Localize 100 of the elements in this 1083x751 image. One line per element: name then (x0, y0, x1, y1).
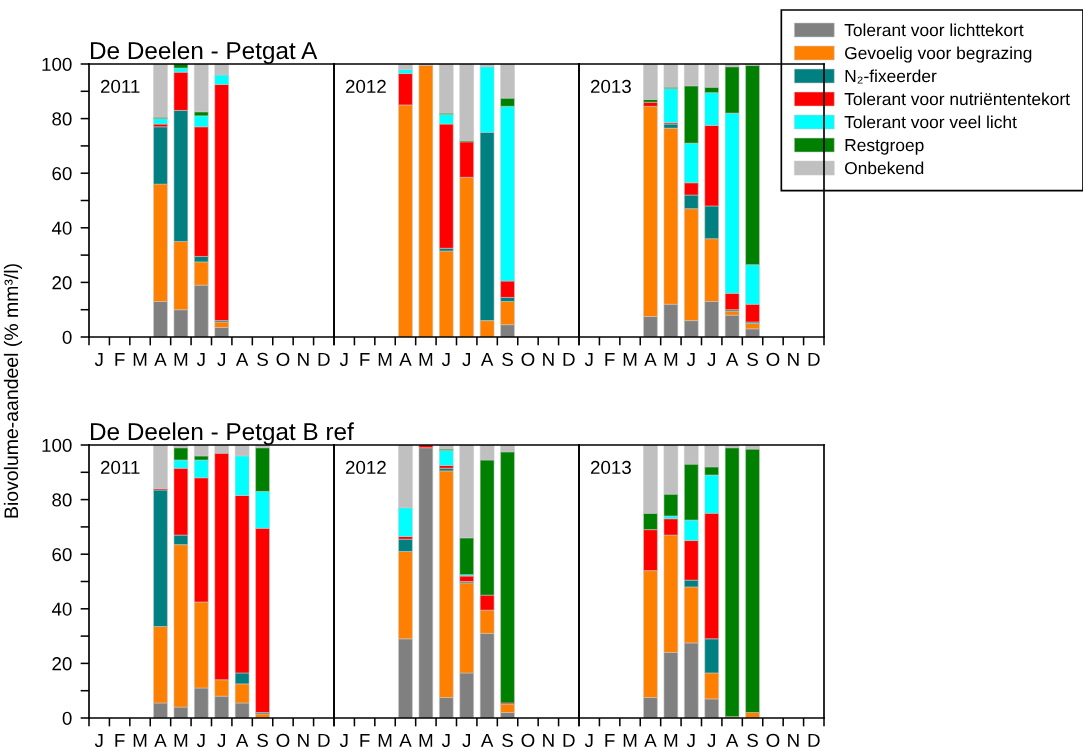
x-tick-label: F (360, 352, 370, 366)
y-tick-label: 20 (52, 276, 72, 290)
x-tick-label: N (543, 733, 554, 747)
x-tick-label: D (808, 733, 820, 747)
x-tick-label: A (644, 352, 657, 366)
x-tick-label: F (115, 733, 125, 747)
x-tick-label: J (462, 733, 470, 748)
x-tick-label: O (766, 733, 780, 748)
legend-label: Tolerant voor nutriëntentekort (844, 92, 1070, 106)
annotation: 2011 (100, 460, 140, 475)
x-tick-label: J (196, 733, 205, 748)
x-tick-label: S (502, 352, 513, 367)
x-tick-label: J (707, 733, 715, 748)
x-tick-label: D (563, 352, 575, 366)
x-tick-label: A (154, 733, 167, 747)
annotation: 2012 (345, 79, 386, 94)
x-tick-label: D (563, 733, 575, 747)
legend-label: N₂-fixeerder (845, 69, 937, 84)
x-tick-label: J (441, 733, 450, 748)
x-tick-label: F (605, 352, 615, 366)
x-tick-label: D (318, 352, 330, 366)
annotation: 2013 (590, 460, 631, 475)
x-tick-label: O (276, 733, 290, 748)
x-tick-label: J (94, 352, 103, 367)
x-tick-label: N (543, 352, 554, 366)
legend-label: Tolerant voor lichttekort (844, 23, 1024, 37)
legend-label: Tolerant voor veel licht (844, 115, 1017, 129)
x-tick-label: A (399, 352, 412, 366)
x-tick-label: O (766, 352, 780, 367)
legend-label: Onbekend (845, 161, 924, 175)
y-tick-label: 20 (52, 657, 72, 671)
x-tick-label: M (133, 733, 147, 747)
x-tick-label: A (235, 733, 249, 747)
x-tick-label: A (725, 352, 739, 366)
x-tick-label: J (686, 352, 695, 367)
y-tick-label: 0 (62, 330, 72, 344)
x-tick-label: M (378, 352, 392, 366)
x-tick-label: S (257, 733, 268, 748)
x-tick-label: M (174, 733, 188, 747)
chart-title: De Deelen - Petgat B ref (90, 422, 354, 445)
y-axis-title: Biovolume-aandeel (% mm³/l) (3, 264, 22, 518)
y-tick-label: 0 (62, 711, 72, 725)
annotation: 2012 (345, 460, 386, 475)
x-tick-label: J (217, 352, 225, 367)
annotation: 2013 (590, 79, 631, 94)
x-tick-label: N (788, 733, 799, 747)
x-tick-label: A (399, 733, 412, 747)
y-tick-label: 80 (52, 112, 72, 126)
x-tick-label: J (339, 352, 348, 367)
y-tick-label: 100 (42, 57, 72, 71)
x-tick-label: M (419, 733, 433, 747)
x-tick-label: D (318, 733, 330, 747)
x-tick-label: S (747, 733, 758, 748)
x-tick-label: M (623, 733, 637, 747)
x-tick-label: J (217, 733, 225, 748)
x-tick-label: O (521, 733, 535, 748)
x-tick-label: D (808, 352, 820, 366)
legend-label: Gevoelig voor begrazing (845, 46, 1032, 63)
x-tick-label: A (480, 352, 494, 366)
x-tick-label: J (686, 733, 695, 748)
x-tick-label: J (584, 352, 593, 367)
x-tick-label: J (707, 352, 715, 367)
x-tick-label: M (378, 733, 392, 747)
x-tick-label: M (623, 352, 637, 366)
x-tick-label: O (521, 352, 535, 367)
x-tick-label: A (644, 733, 657, 747)
annotation: 2011 (100, 79, 140, 94)
x-tick-label: O (276, 352, 290, 367)
x-tick-label: F (605, 733, 615, 747)
x-tick-label: A (480, 733, 494, 747)
y-tick-label: 40 (51, 221, 72, 235)
x-tick-label: J (584, 733, 593, 748)
y-tick-label: 40 (51, 602, 72, 616)
x-tick-label: F (115, 352, 125, 366)
x-tick-label: M (419, 352, 433, 366)
x-tick-label: F (360, 733, 370, 747)
legend-label: Restgroep (845, 139, 924, 155)
x-tick-label: J (94, 733, 103, 748)
x-tick-label: J (339, 733, 348, 748)
y-tick-label: 100 (42, 438, 72, 452)
x-tick-label: J (441, 352, 450, 367)
x-tick-label: M (664, 352, 678, 366)
x-tick-label: A (154, 352, 167, 366)
x-tick-label: S (747, 352, 758, 367)
x-tick-label: N (298, 352, 309, 366)
y-tick-label: 80 (52, 493, 72, 507)
x-tick-label: A (235, 352, 249, 366)
x-tick-label: M (174, 352, 188, 366)
y-tick-label: 60 (52, 547, 72, 562)
x-tick-label: J (462, 352, 470, 367)
x-tick-label: M (133, 352, 147, 366)
x-tick-label: N (298, 733, 309, 747)
x-tick-label: N (788, 352, 799, 366)
x-tick-label: M (664, 733, 678, 747)
x-tick-label: J (196, 352, 205, 367)
x-tick-label: S (502, 733, 513, 748)
chart-title: De Deelen - Petgat A (90, 41, 318, 64)
y-tick-label: 60 (52, 166, 72, 181)
x-tick-label: A (725, 733, 739, 747)
x-tick-label: S (257, 352, 268, 367)
